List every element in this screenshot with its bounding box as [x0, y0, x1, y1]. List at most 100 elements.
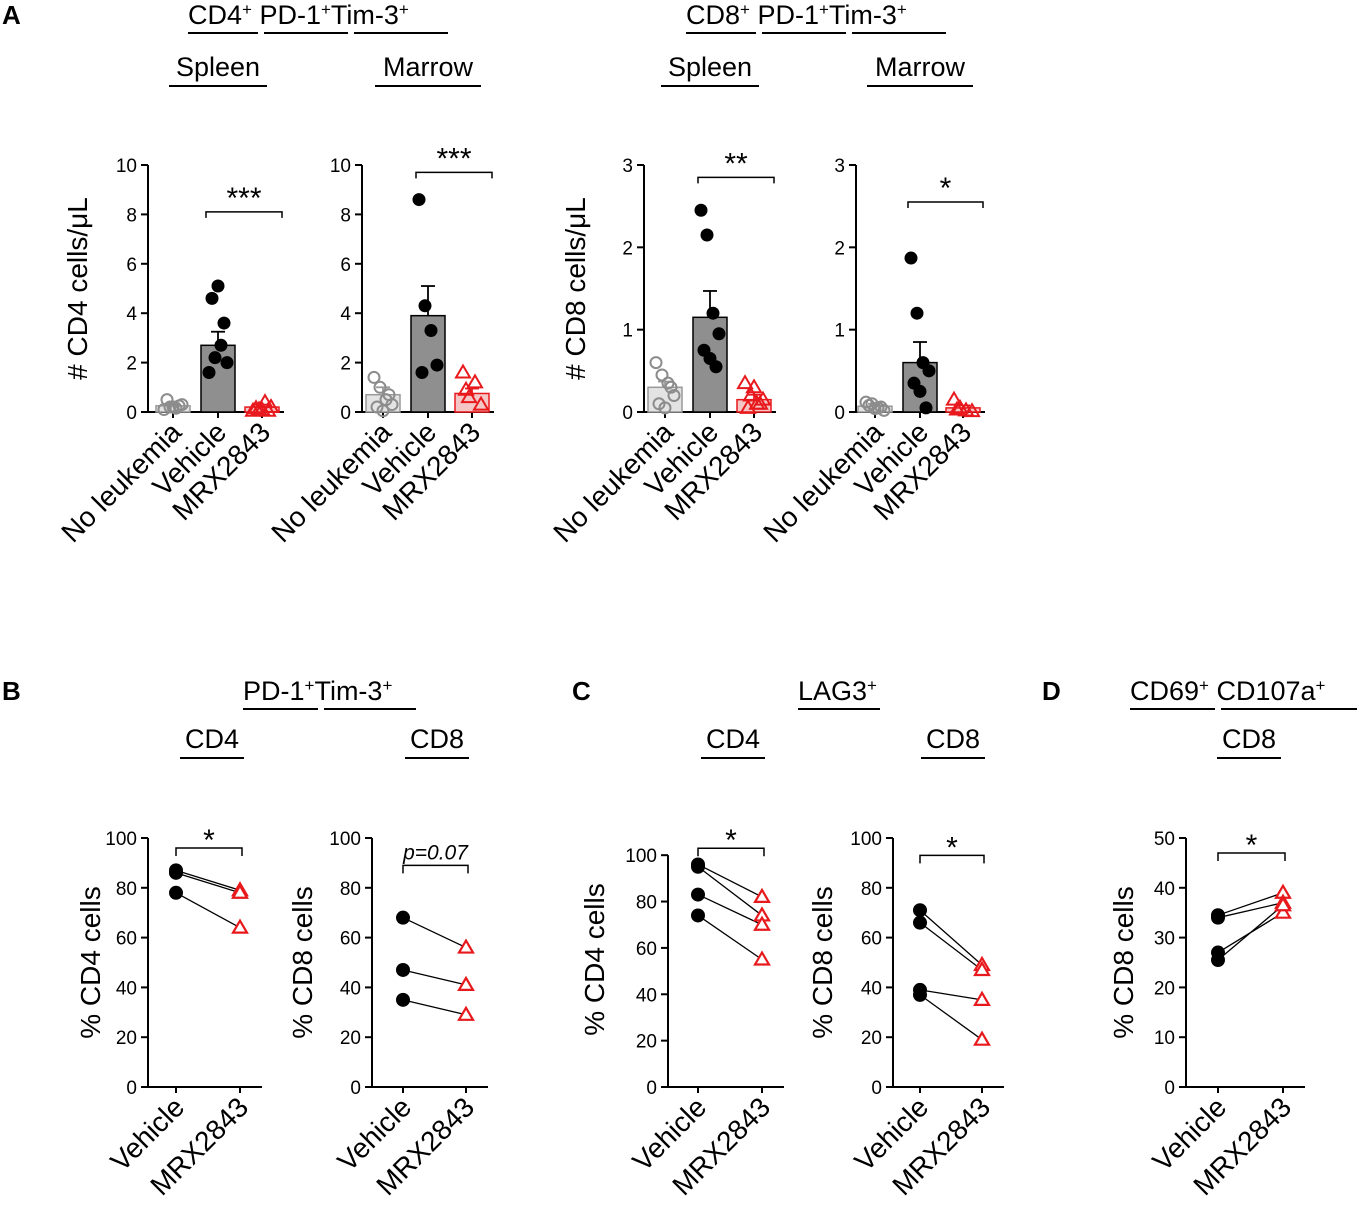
y-tick-label: 4 — [340, 304, 351, 325]
data-point — [466, 373, 484, 389]
pair-line — [402, 917, 467, 949]
pair-line — [919, 909, 983, 966]
data-point-vehicle — [396, 910, 410, 925]
data-point-mrx2843 — [753, 915, 771, 931]
data-point — [751, 394, 769, 410]
data-point-mrx2843 — [973, 960, 991, 977]
y-tick-label: 20 — [116, 1028, 137, 1049]
data-point-vehicle — [396, 992, 410, 1007]
pair-line — [697, 866, 763, 916]
data-point-mrx2843 — [457, 975, 475, 992]
y-tick-label: 40 — [861, 978, 882, 999]
subplot-title: CD8 — [926, 724, 980, 754]
pair-line — [402, 999, 467, 1016]
y-tick-label: 6 — [126, 255, 137, 276]
data-point — [202, 365, 216, 379]
y-tick-label: 0 — [871, 1078, 882, 1099]
data-point — [412, 193, 426, 207]
header-d: CD69+ CD107a+ — [1130, 676, 1326, 706]
y-axis-label: % CD4 cells — [75, 886, 106, 1038]
y-tick-label: 40 — [1154, 879, 1175, 900]
pair-line — [1217, 902, 1284, 919]
data-point — [217, 316, 231, 330]
y-tick-label: 60 — [340, 929, 361, 950]
data-point-mrx2843 — [973, 990, 991, 1006]
y-tick-label: 2 — [622, 238, 633, 259]
data-point-vehicle — [913, 915, 927, 930]
data-point — [739, 398, 757, 414]
y-tick-label: 0 — [622, 403, 633, 424]
data-point — [868, 402, 882, 416]
y-tick-label: 0 — [1164, 1078, 1175, 1099]
y-tick-label: 2 — [834, 238, 845, 259]
pair-line — [402, 969, 467, 986]
data-point-mrx2843 — [457, 938, 475, 954]
data-point-vehicle — [691, 908, 705, 923]
y-axis-label: % CD8 cells — [287, 886, 318, 1038]
significance-bracket — [205, 211, 283, 218]
y-tick-label: 2 — [340, 354, 351, 375]
subplot-title: CD8 — [1222, 724, 1276, 754]
header-c: LAG3+ — [798, 676, 877, 706]
data-point — [424, 323, 438, 337]
data-point — [658, 401, 672, 415]
data-point-mrx2843 — [457, 1005, 475, 1021]
y-axis-label: % CD4 cells — [579, 883, 610, 1035]
y-tick-label: 20 — [340, 1028, 361, 1049]
pair-line — [175, 892, 241, 929]
data-point — [874, 400, 888, 414]
data-point — [736, 374, 754, 390]
y-tick-label: 2 — [126, 354, 137, 375]
data-point-vehicle — [1211, 953, 1225, 968]
data-point — [664, 380, 678, 394]
pair-line — [697, 894, 763, 926]
y-tick-label: 3 — [622, 156, 633, 177]
y-tick-label: 30 — [1154, 929, 1175, 950]
data-point — [205, 291, 219, 305]
data-point — [742, 386, 760, 402]
data-point-mrx2843 — [753, 950, 771, 966]
data-point — [430, 358, 444, 372]
subplot-title: CD4 — [706, 724, 760, 754]
significance-label: ** — [724, 147, 748, 180]
data-point — [418, 299, 432, 313]
significance-label: *** — [436, 142, 471, 175]
data-point — [472, 395, 490, 411]
significance-label: p=0.07 — [402, 841, 469, 864]
data-point-vehicle — [1211, 910, 1225, 925]
data-point-vehicle — [691, 887, 705, 902]
y-tick-label: 40 — [116, 978, 137, 999]
subplot-title: CD8 — [410, 724, 464, 754]
significance-label: * — [1246, 829, 1258, 862]
y-tick-label: 6 — [340, 255, 351, 276]
y-tick-label: 10 — [116, 156, 137, 177]
significance-bracket — [907, 201, 984, 209]
y-tick-label: 100 — [625, 846, 657, 867]
data-point — [913, 384, 927, 398]
data-point — [745, 378, 763, 394]
y-tick-label: 8 — [126, 205, 137, 226]
data-point — [220, 356, 234, 370]
y-tick-label: 80 — [340, 879, 361, 900]
data-point — [214, 338, 228, 352]
pair-line — [919, 922, 983, 971]
data-point — [709, 360, 723, 374]
data-point — [208, 351, 222, 365]
significance-bracket — [697, 847, 765, 857]
data-point — [904, 251, 918, 265]
data-point — [948, 400, 966, 416]
significance-label: *** — [226, 182, 261, 215]
subplot-title: Spleen — [176, 52, 260, 82]
y-tick-label: 20 — [1154, 978, 1175, 999]
y-tick-label: 100 — [105, 829, 137, 850]
data-point — [963, 402, 981, 418]
pair-line — [175, 869, 241, 891]
y-tick-label: 60 — [116, 929, 137, 950]
